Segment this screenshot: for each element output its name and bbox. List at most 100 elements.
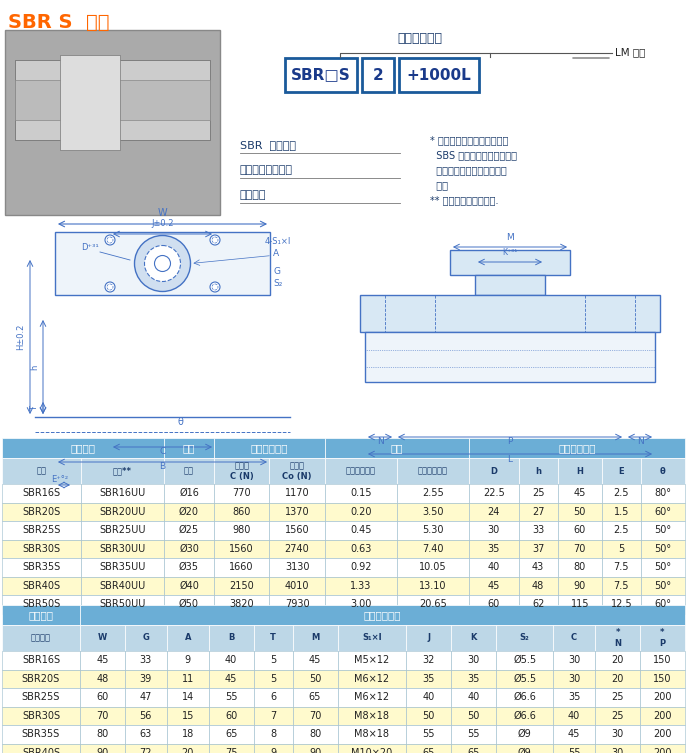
Bar (2, 438, 164, 458)
Text: 2.5: 2.5 (613, 488, 629, 498)
Text: 33: 33 (139, 655, 152, 665)
Circle shape (155, 255, 170, 272)
Bar (640, 651, 685, 669)
Bar (80, 605, 685, 625)
Bar (558, 502, 602, 521)
Text: 2: 2 (372, 68, 383, 83)
Bar (407, 706, 451, 725)
Text: SBR40S: SBR40S (22, 748, 60, 753)
Text: G: G (142, 633, 149, 642)
Bar (558, 458, 602, 484)
Text: Ø40: Ø40 (179, 581, 199, 591)
Text: M6×12: M6×12 (354, 674, 390, 684)
Text: M10×20: M10×20 (351, 748, 392, 753)
Circle shape (105, 235, 115, 245)
Text: Ø35: Ø35 (179, 562, 199, 572)
Text: SBR30S: SBR30S (23, 544, 60, 553)
Text: 60: 60 (488, 599, 500, 609)
Text: SBR35UU: SBR35UU (100, 562, 146, 572)
Bar (365, 332, 655, 382)
Bar (214, 458, 269, 484)
Text: B: B (228, 633, 234, 642)
Bar (602, 595, 641, 614)
Bar (209, 625, 254, 651)
Bar (81, 539, 164, 558)
Text: SBR25UU: SBR25UU (100, 526, 146, 535)
Circle shape (144, 245, 181, 282)
Bar (451, 625, 496, 651)
Text: Ø30: Ø30 (179, 544, 199, 553)
Bar (254, 625, 293, 651)
Text: SBS 系列的标准长度和尺寸: SBS 系列的标准长度和尺寸 (430, 150, 517, 160)
Bar (641, 558, 685, 577)
Bar (164, 539, 214, 558)
Text: 35: 35 (488, 544, 500, 553)
Bar (602, 502, 641, 521)
Bar (293, 725, 337, 743)
Bar (337, 706, 407, 725)
Bar (209, 725, 254, 743)
Text: 0.20: 0.20 (350, 507, 372, 517)
Text: 0.45: 0.45 (350, 526, 372, 535)
Text: 24: 24 (488, 507, 500, 517)
Bar (214, 521, 269, 539)
Circle shape (212, 237, 218, 243)
Bar (164, 577, 214, 595)
Bar (407, 725, 451, 743)
Text: SBR35S: SBR35S (22, 729, 60, 739)
Bar (164, 438, 214, 458)
Bar (269, 539, 325, 558)
Text: 单轨上的外壳数量: 单轨上的外壳数量 (240, 165, 293, 175)
Bar (469, 438, 685, 458)
Bar (469, 502, 519, 521)
Bar (81, 458, 164, 484)
Bar (397, 595, 469, 614)
Text: Ø20: Ø20 (179, 507, 199, 517)
Text: 90: 90 (96, 748, 109, 753)
Bar (558, 539, 602, 558)
Bar (553, 743, 595, 753)
Bar (293, 651, 337, 669)
Bar (125, 669, 167, 688)
Text: SBR35S: SBR35S (23, 562, 60, 572)
Bar (469, 595, 519, 614)
Bar (254, 743, 293, 753)
Text: 1560: 1560 (285, 526, 309, 535)
Text: 40: 40 (423, 692, 435, 703)
Bar (293, 743, 337, 753)
Text: SBR16S: SBR16S (22, 655, 60, 665)
Bar (15, 60, 210, 140)
Bar (407, 688, 451, 706)
Bar (269, 458, 325, 484)
Bar (397, 502, 469, 521)
Text: SBR25S: SBR25S (22, 526, 60, 535)
Bar (285, 58, 357, 92)
Bar (595, 688, 640, 706)
Bar (602, 577, 641, 595)
Text: 9: 9 (270, 748, 276, 753)
Text: Ø16: Ø16 (179, 488, 199, 498)
Circle shape (210, 235, 220, 245)
Bar (640, 706, 685, 725)
Bar (81, 558, 164, 577)
Text: 尺寸（毫米）: 尺寸（毫米） (559, 443, 596, 453)
Text: 33: 33 (532, 526, 544, 535)
Text: 5: 5 (618, 544, 624, 553)
Text: LM 轴径: LM 轴径 (615, 47, 645, 57)
Bar (519, 521, 558, 539)
Bar (269, 521, 325, 539)
Text: M8×18: M8×18 (354, 729, 390, 739)
Bar (293, 688, 337, 706)
Text: 0.92: 0.92 (350, 562, 372, 572)
Text: 30: 30 (568, 674, 581, 684)
Bar (2, 725, 80, 743)
Text: 72: 72 (139, 748, 152, 753)
Text: 轴径: 轴径 (184, 467, 194, 475)
Text: 50: 50 (468, 711, 480, 721)
Text: 56: 56 (139, 711, 152, 721)
Circle shape (107, 284, 113, 290)
Text: 30: 30 (611, 729, 624, 739)
Bar (2, 484, 81, 502)
Bar (164, 458, 214, 484)
Text: 18: 18 (181, 729, 194, 739)
